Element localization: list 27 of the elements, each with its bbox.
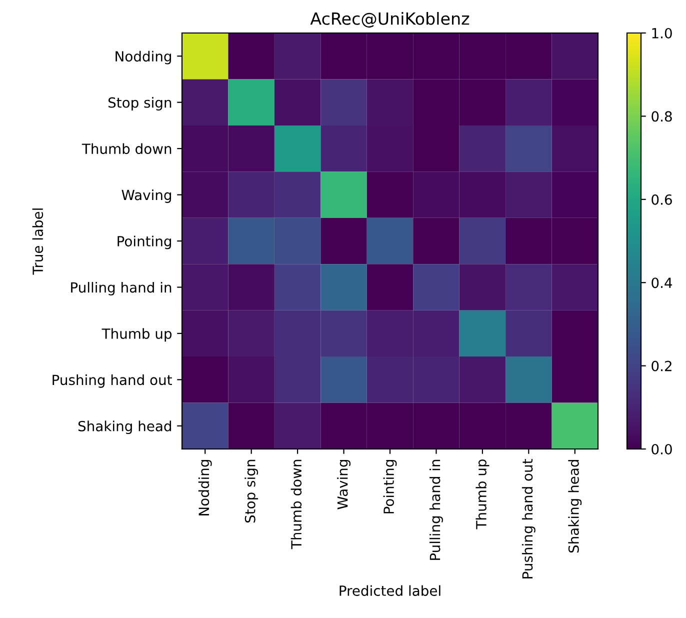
x-tick-label: Thumb up — [476, 459, 490, 530]
color-bar-label: 1.0 — [652, 28, 672, 38]
y-tick-label: Thumb up — [102, 328, 172, 342]
x-tick-label: Stop sign — [244, 460, 258, 523]
y-tick-label: Shaking head — [78, 420, 172, 434]
color-bar-label: 0.4 — [652, 278, 672, 288]
y-tick-label: Nodding — [116, 50, 172, 64]
y-tick-label: Waving — [122, 190, 172, 203]
y-tick-label: Pulling hand in — [71, 282, 172, 296]
x-tick-label: Nodding — [198, 460, 212, 516]
y-tick-label: Stop sign — [108, 97, 172, 110]
x-tick-label: Thumb down — [290, 460, 302, 550]
color-bar-label: 0.2 — [652, 360, 672, 372]
color-bar-label: 0.8 — [652, 111, 672, 122]
y-tick-label: Pushing hand out — [52, 374, 172, 388]
y-axis-title: True label — [32, 208, 44, 275]
y-tick-label: Pointing — [118, 236, 172, 250]
chart-title: AcRec@UniKoblenz — [310, 12, 470, 28]
x-tick-label: Shaking head — [568, 460, 582, 553]
color-bar-label: 0.0 — [652, 444, 672, 454]
x-tick-label: Pulling hand in — [430, 460, 443, 560]
x-tick-label: Pointing — [383, 460, 397, 514]
x-tick-label: Waving — [337, 460, 350, 510]
color-bar-label: 0.6 — [652, 194, 672, 205]
x-tick-label: Pushing hand out — [522, 459, 536, 578]
y-tick-label: Thumb down — [82, 143, 172, 154]
x-axis-title: Predicted label — [340, 585, 440, 596]
